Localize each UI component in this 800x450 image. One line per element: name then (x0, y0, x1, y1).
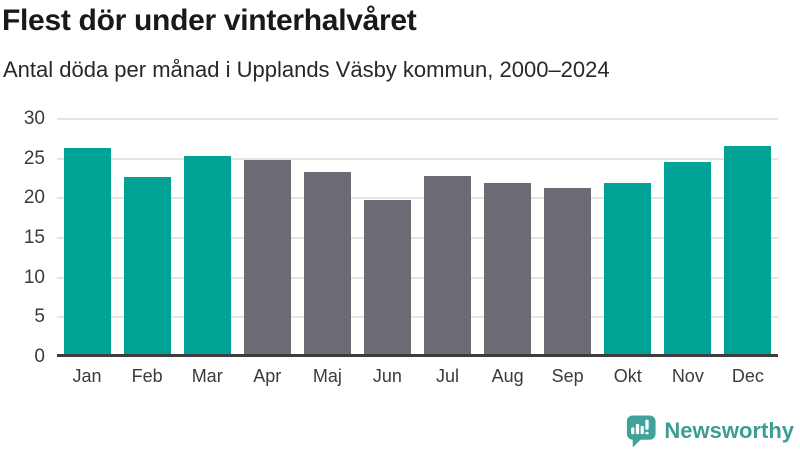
newsworthy-logo-icon (627, 415, 656, 447)
y-tick-label-5: 5 (34, 306, 45, 328)
x-axis-label-apr: Apr (253, 366, 282, 386)
bar-mar (183, 155, 231, 354)
x-axis-label-sep: Sep (551, 366, 584, 386)
chart-subtitle: Antal döda per månad i Upplands Väsby ko… (3, 57, 610, 82)
bar-jan (63, 147, 111, 354)
bar-apr (243, 160, 291, 354)
x-axis-label-aug: Aug (491, 366, 524, 386)
gridline-10 (57, 276, 778, 279)
y-tick-label-30: 30 (23, 108, 45, 129)
bar-okt (604, 182, 652, 354)
bar-slot-nov (658, 119, 718, 354)
bar-jul (424, 176, 471, 354)
x-axis-label-jun: Jun (372, 366, 402, 386)
x-axis-label-jul: Jul (436, 366, 460, 386)
x-axis-label-mar: Mar (191, 366, 223, 386)
x-axis-label-maj: Maj (312, 366, 342, 386)
y-tick-label-0: 0 (34, 346, 45, 367)
brand-footer: Newsworthy (624, 414, 794, 447)
bar-slot-jul (417, 119, 477, 354)
bar-nov (664, 162, 712, 354)
gridline-20 (57, 197, 778, 200)
bar-jun (363, 200, 411, 354)
bar-series (57, 119, 778, 354)
x-axis-labels: Jan Feb Mar Apr Maj Jun Jul Aug Sep Okt Nov Dec (57, 366, 778, 387)
gridline-25 (57, 157, 778, 160)
bar-dec (724, 146, 772, 354)
bar-maj (303, 171, 351, 354)
chart-title: Flest dör under vinterhalvåret (2, 4, 417, 37)
gridline-5 (57, 316, 778, 319)
bar-slot-jan (57, 119, 117, 354)
x-axis-label-jan: Jan (72, 366, 102, 386)
gridline-30 (57, 118, 778, 120)
y-tick-label-15: 15 (23, 227, 45, 248)
bar-slot-okt (598, 119, 658, 354)
bar-slot-dec (718, 119, 778, 354)
x-axis-label-feb: Feb (131, 366, 163, 386)
brand-name: Newsworthy (664, 417, 794, 443)
x-axis-label-nov: Nov (671, 366, 704, 386)
bar-slot-jun (357, 119, 417, 354)
bar-feb (123, 177, 171, 354)
y-tick-label-25: 25 (23, 147, 45, 169)
bar-slot-sep (538, 119, 598, 354)
bar-slot-mar (177, 119, 237, 354)
x-axis-label-dec: Dec (731, 366, 764, 386)
bar-slot-maj (297, 119, 357, 354)
bar-slot-aug (478, 119, 538, 354)
gridline-15 (57, 237, 778, 239)
bar-sep (544, 188, 592, 354)
plot-area (57, 118, 778, 357)
x-axis-label-okt: Okt (613, 366, 642, 386)
bar-slot-apr (237, 119, 297, 354)
y-tick-label-20: 20 (23, 187, 45, 209)
y-axis: 0 5 10 15 20 25 30 (0, 108, 45, 367)
bar-slot-feb (117, 119, 177, 354)
bar-aug (484, 183, 532, 354)
y-tick-label-10: 10 (23, 266, 45, 288)
